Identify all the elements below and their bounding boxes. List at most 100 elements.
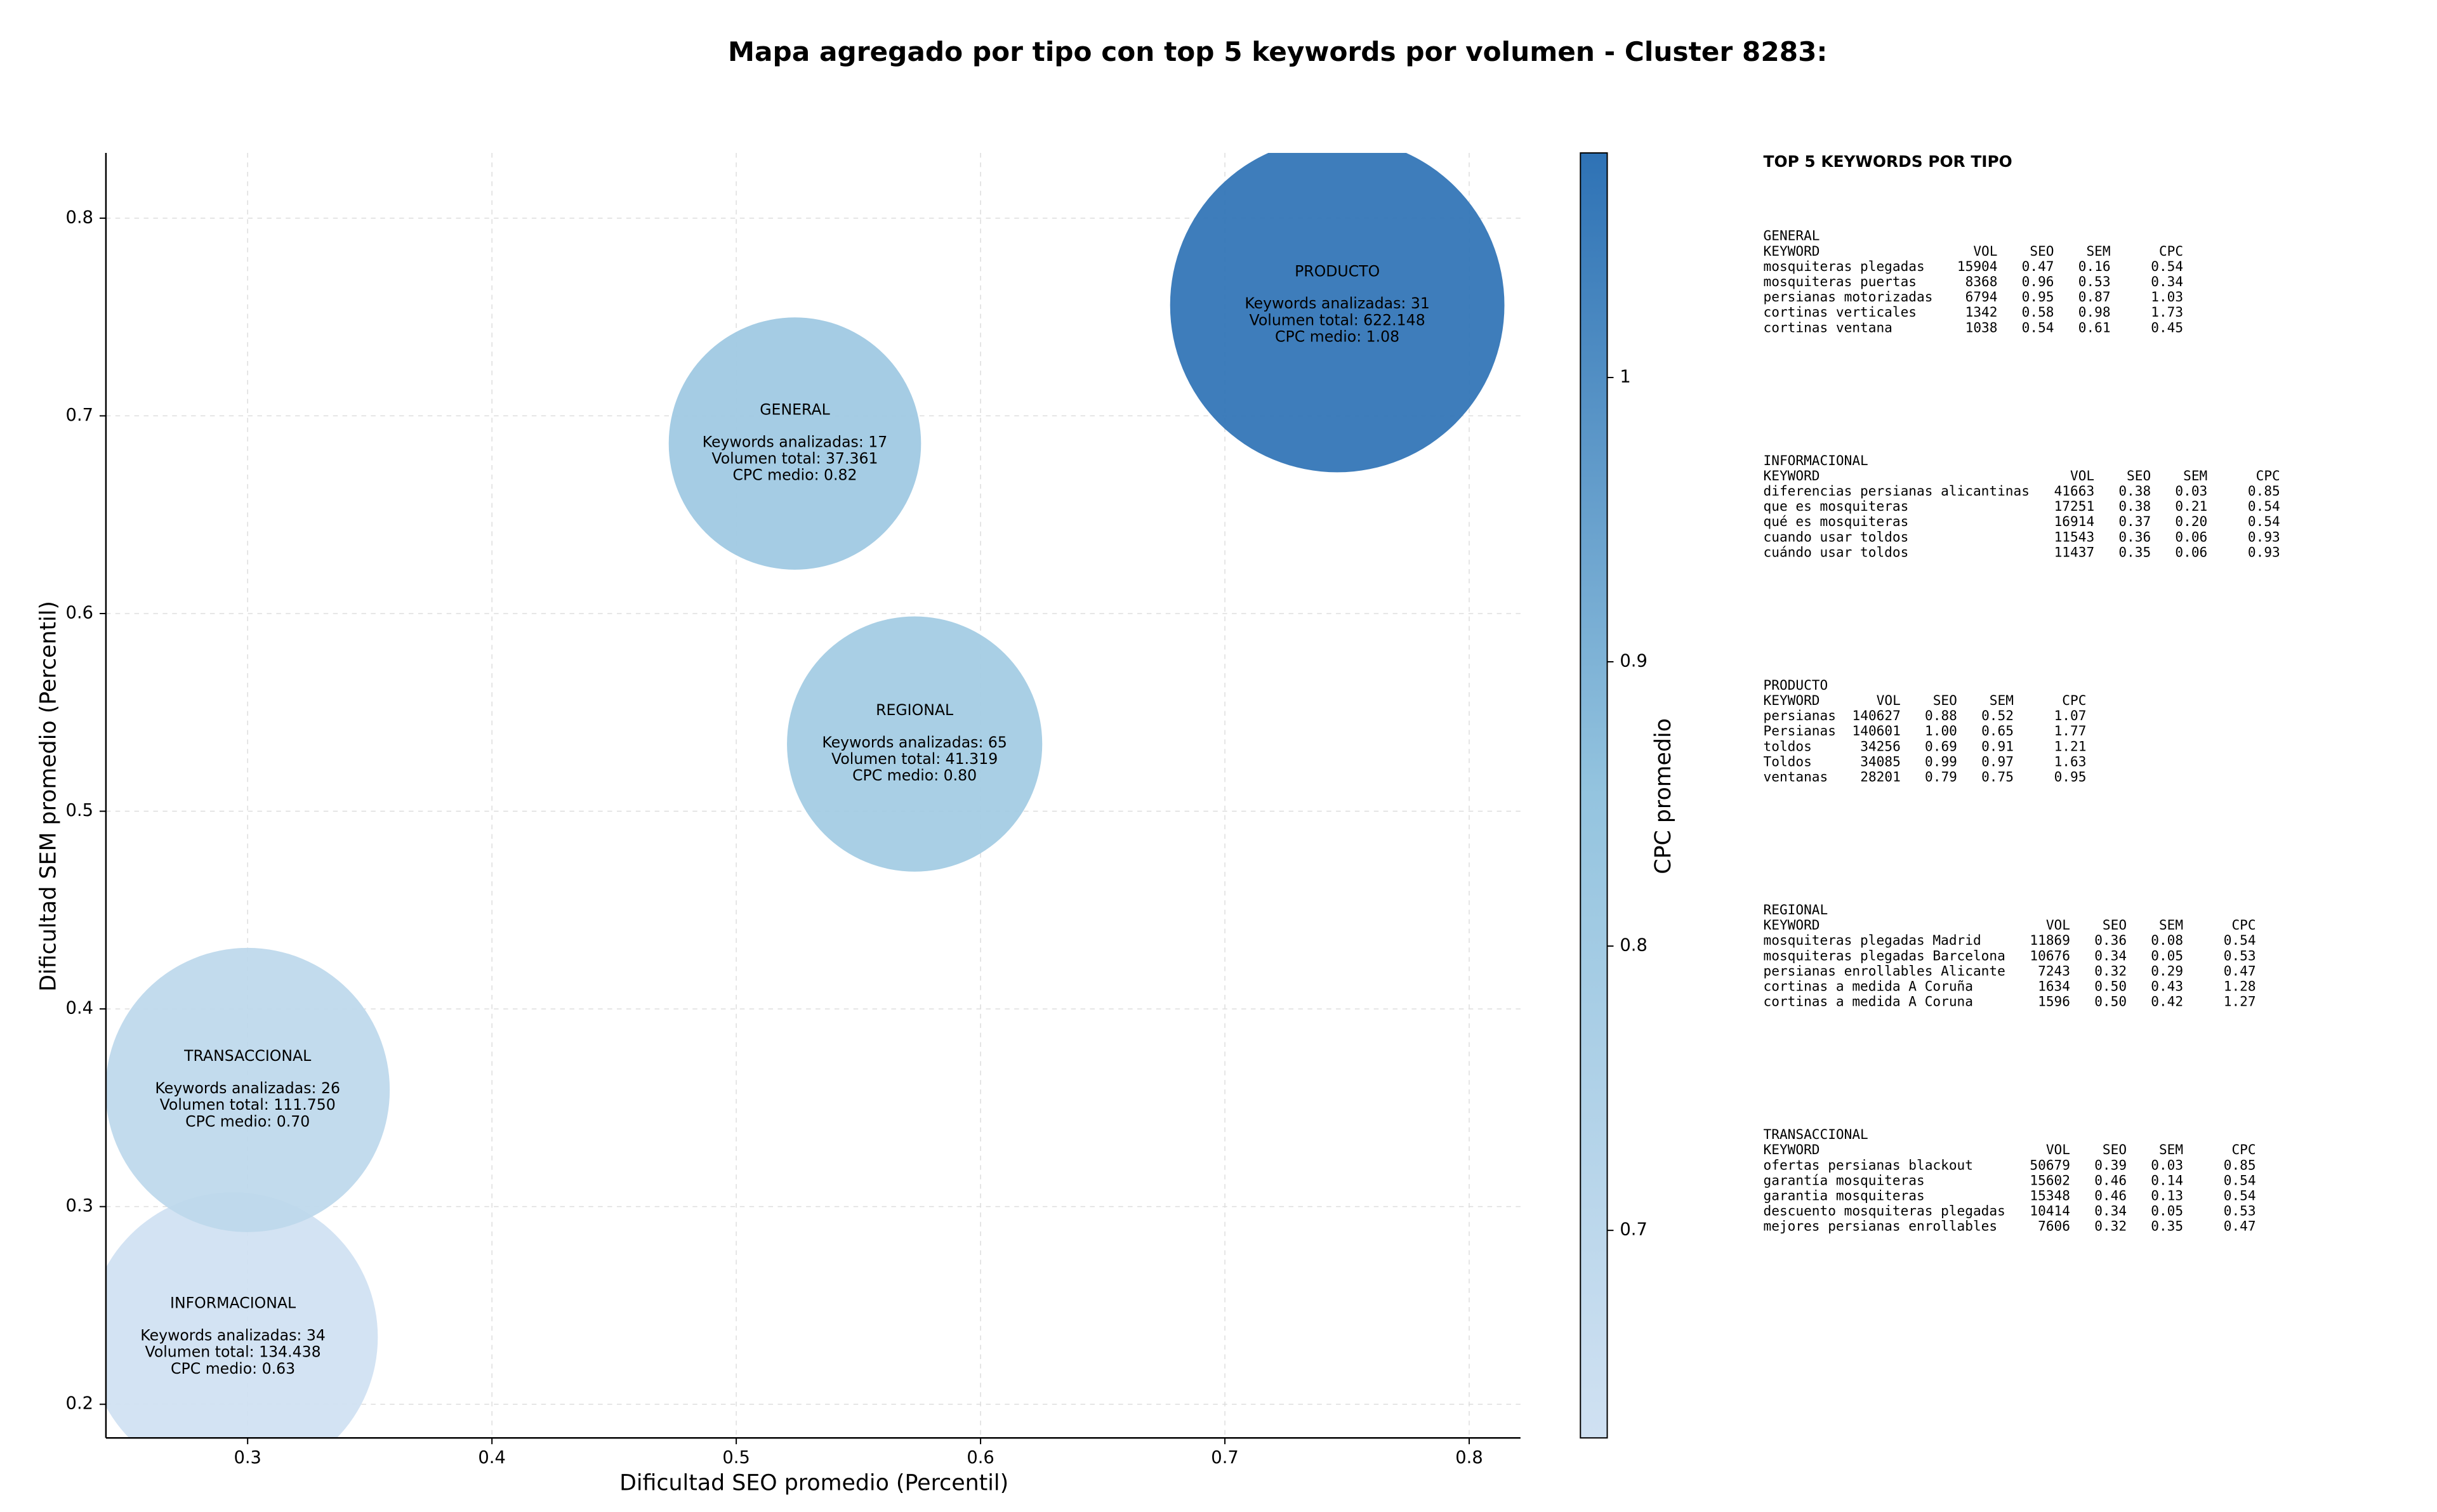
table-cell: 0.32 xyxy=(2094,963,2127,978)
table-cell: 0.85 xyxy=(2224,1157,2256,1173)
table-cell: 0.54 xyxy=(2224,1172,2256,1188)
table-cell: 0.98 xyxy=(2078,304,2111,320)
table-cell: 0.50 xyxy=(2094,994,2127,1009)
bubble-label: Keywords analizadas: 34 xyxy=(140,1327,326,1344)
section-name: REGIONAL xyxy=(1764,902,1828,917)
table-cell: ofertas persianas blackout xyxy=(1764,1157,1973,1173)
table-cell: 1.27 xyxy=(2224,994,2256,1009)
table-cell: 0.54 xyxy=(2248,513,2280,529)
table-header: CPC xyxy=(2062,692,2086,708)
bubble-label: Volumen total: 134.438 xyxy=(145,1343,321,1361)
table-cell: mosquiteras puertas xyxy=(1764,273,1917,289)
table-cell: qué es mosquiteras xyxy=(1764,513,1909,529)
table-header: VOL xyxy=(1877,692,1901,708)
x-tick-label: 0.3 xyxy=(234,1448,261,1468)
table-cell: 0.54 xyxy=(2224,1188,2256,1204)
bubble xyxy=(105,947,390,1232)
table-cell: 0.43 xyxy=(2151,978,2183,994)
table-header: SEM xyxy=(2159,1141,2183,1157)
section-name: TRANSACCIONAL xyxy=(1764,1126,1868,1142)
table-cell: 0.34 xyxy=(2094,1203,2127,1219)
table-cell: 0.75 xyxy=(1981,769,2014,785)
table-cell: 1.28 xyxy=(2224,978,2256,994)
table-cell: 0.42 xyxy=(2151,994,2183,1009)
table-cell: 0.05 xyxy=(2151,1203,2183,1219)
table-cell: diferencias persianas alicantinas xyxy=(1764,483,2030,499)
table-cell: 1038 xyxy=(1965,319,1998,335)
bubble-label: Keywords analizadas: 65 xyxy=(822,733,1007,751)
table-cell: 15904 xyxy=(1957,258,1998,274)
table-cell: 0.14 xyxy=(2151,1172,2183,1188)
table-cell: 0.61 xyxy=(2078,319,2111,335)
x-tick-label: 0.6 xyxy=(967,1448,994,1468)
table-cell: 0.08 xyxy=(2151,932,2183,948)
table-cell: 34085 xyxy=(1860,753,1901,769)
table-cell: 140627 xyxy=(1853,707,1901,723)
y-tick-label: 0.5 xyxy=(66,801,93,820)
table-cell: 0.85 xyxy=(2248,483,2280,499)
table-header: SEO xyxy=(2103,917,2127,933)
table-header: VOL xyxy=(1973,243,1997,259)
bubble-name: TRANSACCIONAL xyxy=(183,1047,312,1065)
table-cell: 0.21 xyxy=(2175,498,2207,514)
table-cell: 0.79 xyxy=(1925,769,1957,785)
table-cell: 7606 xyxy=(2038,1218,2070,1234)
table-cell: 0.88 xyxy=(1925,707,1957,723)
chart-title: Mapa agregado por tipo con top 5 keyword… xyxy=(728,36,1827,67)
table-header: KEYWORD xyxy=(1764,468,1820,483)
table-cell: persianas motorizadas xyxy=(1764,289,1933,305)
bubble-label: Keywords analizadas: 26 xyxy=(155,1079,340,1097)
section-name: INFORMACIONAL xyxy=(1764,452,1868,468)
table-header: KEYWORD xyxy=(1764,917,1820,933)
table-cell: cortinas verticales xyxy=(1764,304,1917,320)
bubble xyxy=(668,317,921,570)
table-cell: mejores persianas enrollables xyxy=(1764,1218,1998,1234)
table-cell: 15602 xyxy=(2030,1172,2070,1188)
table-header: SEO xyxy=(2030,243,2054,259)
table-cell: ventanas xyxy=(1764,769,1828,785)
table-cell: 0.54 xyxy=(2248,498,2280,514)
table-cell: 0.45 xyxy=(2151,319,2183,335)
table-cell: mosquiteras plegadas xyxy=(1764,258,1925,274)
table-cell: Toldos xyxy=(1764,753,1812,769)
table-cell: 0.37 xyxy=(2118,513,2151,529)
table-cell: 50679 xyxy=(2030,1157,2070,1173)
y-axis-label: Dificultad SEM promedio (Percentil) xyxy=(36,601,61,992)
bubble-label: CPC medio: 0.80 xyxy=(852,766,977,784)
table-cell: 28201 xyxy=(1860,769,1901,785)
table-cell: 10414 xyxy=(2030,1203,2070,1219)
table-cell: 41663 xyxy=(2054,483,2095,499)
table-cell: 0.52 xyxy=(1981,707,2014,723)
table-header: KEYWORD xyxy=(1764,692,1820,708)
y-tick-label: 0.8 xyxy=(66,207,93,227)
table-cell: 1634 xyxy=(2038,978,2070,994)
table-cell: 0.99 xyxy=(1925,753,1957,769)
table-cell: 0.03 xyxy=(2175,483,2207,499)
bubble-label: CPC medio: 0.70 xyxy=(185,1112,310,1130)
table-cell: 0.20 xyxy=(2175,513,2207,529)
table-header: CPC xyxy=(2159,243,2183,259)
table-cell: 0.96 xyxy=(2022,273,2054,289)
section-name: PRODUCTO xyxy=(1764,677,1828,693)
table-cell: garantia mosquiteras xyxy=(1764,1188,1925,1204)
bubble xyxy=(787,616,1043,872)
table-cell: 1342 xyxy=(1965,304,1998,320)
table-cell: 0.65 xyxy=(1981,723,2014,739)
table-cell: 1.63 xyxy=(2054,753,2087,769)
table-cell: persianas enrollables Alicante xyxy=(1764,963,2005,978)
bubble-name: REGIONAL xyxy=(876,701,954,719)
table-cell: 0.29 xyxy=(2151,963,2183,978)
colorbar-tick-label: 0.7 xyxy=(1620,1220,1647,1240)
table-cell: 1.07 xyxy=(2054,707,2087,723)
bubble xyxy=(1170,153,1505,473)
colorbar-tick-label: 1 xyxy=(1620,367,1630,386)
table-cell: 0.32 xyxy=(2094,1218,2127,1234)
table-cell: 0.36 xyxy=(2118,529,2151,544)
table-header: CPC xyxy=(2231,1141,2255,1157)
colorbar xyxy=(1580,152,1608,1439)
table-header: CPC xyxy=(2231,917,2255,933)
table-cell: 15348 xyxy=(2030,1188,2070,1204)
table-cell: 0.54 xyxy=(2022,319,2054,335)
table-cell: 0.47 xyxy=(2022,258,2054,274)
